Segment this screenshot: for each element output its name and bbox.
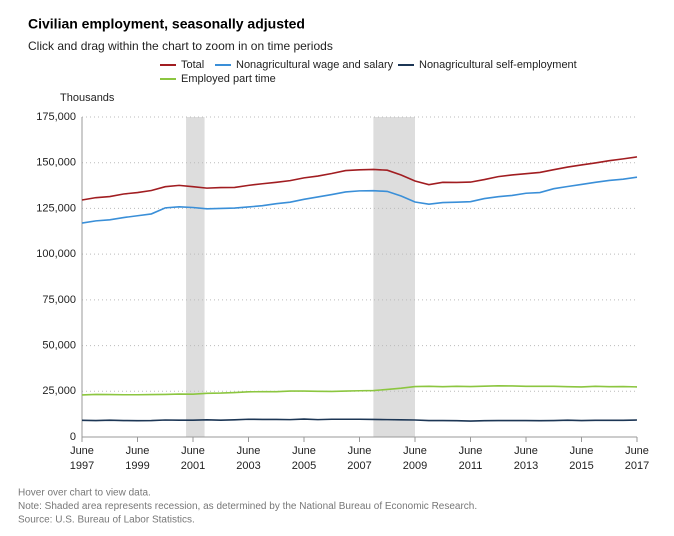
y-tick-label: 100,000	[36, 248, 76, 260]
x-tick-label: June	[459, 445, 483, 457]
y-axis-label: Thousands	[60, 92, 115, 104]
y-tick-label: 175,000	[36, 111, 76, 123]
chart-title: Civilian employment, seasonally adjusted	[28, 16, 305, 32]
x-tick-label: June	[514, 445, 538, 457]
legend-label[interactable]: Employed part time	[181, 73, 276, 85]
series-line	[81, 156, 638, 201]
y-tick-label: 50,000	[42, 339, 76, 351]
series-line	[81, 418, 638, 422]
x-tick-label: June	[70, 445, 94, 457]
x-tick-label: 2005	[292, 460, 316, 472]
x-tick-label: June	[292, 445, 316, 457]
y-tick-label: 75,000	[42, 294, 76, 306]
x-tick-label: June	[181, 445, 205, 457]
legend-label[interactable]: Nonagricultural self-employment	[419, 59, 577, 71]
x-tick-label: 2015	[569, 460, 593, 472]
x-tick-label: 2007	[347, 460, 371, 472]
x-tick-label: 2013	[514, 460, 538, 472]
footnote: Hover over chart to view data.	[18, 488, 151, 499]
y-tick-label: 150,000	[36, 157, 76, 169]
x-tick-label: June	[237, 445, 261, 457]
x-tick-label: 2009	[403, 460, 427, 472]
series-line	[81, 176, 638, 224]
x-tick-label: June	[403, 445, 427, 457]
legend-label[interactable]: Total	[181, 59, 204, 71]
x-tick-label: 2001	[181, 460, 205, 472]
series-line	[81, 384, 638, 396]
x-tick-label: 1999	[125, 460, 149, 472]
y-tick-label: 125,000	[36, 202, 76, 214]
x-tick-label: June	[570, 445, 594, 457]
x-tick-label: 1997	[70, 460, 94, 472]
y-tick-label: 0	[70, 431, 76, 443]
x-tick-label: 2003	[236, 460, 260, 472]
x-tick-label: June	[348, 445, 372, 457]
footnote: Note: Shaded area represents recession, …	[18, 501, 477, 512]
y-tick-label: 25,000	[42, 385, 76, 397]
x-tick-label: 2011	[459, 460, 483, 472]
x-tick-label: June	[625, 445, 649, 457]
x-tick-label: June	[126, 445, 150, 457]
x-tick-label: 2017	[625, 460, 649, 472]
footnote: Source: U.S. Bureau of Labor Statistics.	[18, 515, 195, 526]
legend-label[interactable]: Nonagricultural wage and salary	[236, 59, 394, 71]
recession-band	[186, 117, 205, 437]
chart-subtitle: Click and drag within the chart to zoom …	[28, 39, 333, 53]
